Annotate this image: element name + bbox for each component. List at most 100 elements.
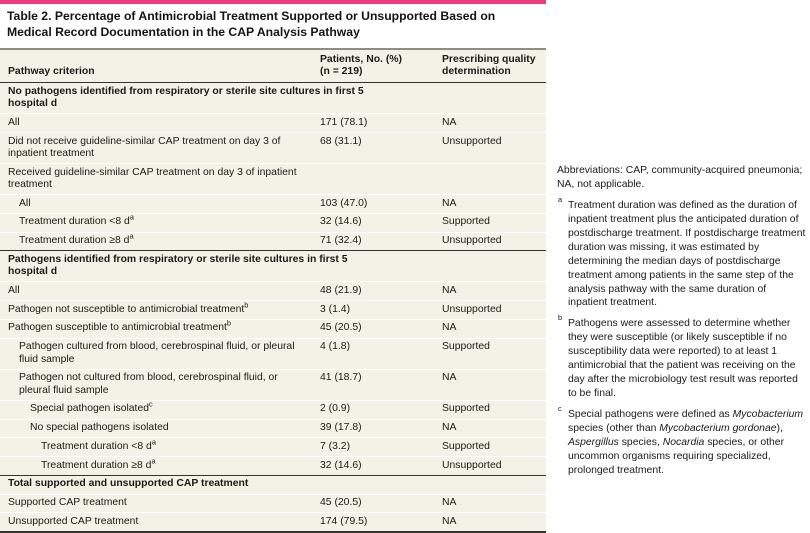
column-header-patients: Patients, No. (%) (n = 219)	[312, 50, 434, 83]
patients-value-cell: 3 (1.4)	[320, 303, 351, 315]
table-row: No special pathogens isolated 39 (17.8) NA	[0, 418, 546, 438]
patients-value-cell: 45 (20.5)	[320, 322, 362, 334]
patients-value-cell: 41 (18.7)	[320, 372, 362, 384]
pathway-criterion-cell: Received guideline-similar CAP treatment…	[8, 166, 297, 190]
determination-cell: Supported	[442, 216, 490, 228]
pathway-criterion-cell: All	[8, 116, 20, 128]
pathway-criterion-cell: All	[8, 284, 20, 296]
footnote-marker: b	[244, 300, 249, 310]
column-header-patients-line2: (n = 219)	[320, 65, 363, 77]
pathway-criterion-cell: Pathogen cultured from blood, cerebrospi…	[19, 341, 295, 365]
footnote-marker: a	[151, 437, 156, 447]
determination-cell: Supported	[442, 403, 490, 415]
pathway-criterion-cell: Unsupported CAP treatment	[8, 515, 139, 527]
accent-bar	[0, 0, 546, 4]
table-row: All 171 (78.1) NA	[0, 113, 546, 133]
footnote-b: b Pathogens were assessed to determine wh…	[558, 313, 798, 400]
column-header-pathway-criterion: Pathway criterion	[8, 65, 95, 77]
pathway-criterion-cell: No special pathogens isolated	[30, 422, 169, 434]
section-header-row: Pathogens identified from respiratory or…	[0, 250, 546, 282]
column-header-patients-line1: Patients, No. (%)	[320, 53, 402, 65]
column-header-determination-line1: Prescribing quality	[442, 53, 536, 65]
page-title: Table 2. Percentage of Antimicrobial Tre…	[7, 9, 496, 39]
patients-value-cell: 103 (47.0)	[320, 197, 368, 209]
patients-value-cell: 174 (79.5)	[320, 515, 368, 527]
determination-cell: NA	[442, 372, 457, 384]
patients-value-cell: 32 (14.6)	[320, 216, 362, 228]
patients-value-cell: 32 (14.6)	[320, 459, 362, 471]
table-row: All 48 (21.9) NA	[0, 281, 546, 301]
pathway-criterion-cell: Total supported and unsupported CAP trea…	[8, 478, 249, 490]
patients-value-cell: 7 (3.2)	[320, 440, 351, 452]
table-body: No pathogens identified from respiratory…	[0, 83, 546, 532]
patients-value-cell: 39 (17.8)	[320, 422, 362, 434]
patients-value-cell: 45 (20.5)	[320, 497, 362, 509]
determination-cell: NA	[442, 197, 457, 209]
pathway-criterion-cell: Pathogens identified from respiratory or…	[8, 253, 348, 278]
table-row: Pathogen cultured from blood, cerebrospi…	[0, 337, 546, 369]
table-row: Pathogen not susceptible to antimicrobia…	[0, 300, 546, 319]
patients-value-cell: 48 (21.9)	[320, 284, 362, 296]
table-header-row: Pathway criterion Patients, No. (%) (n =…	[0, 47, 546, 84]
pathway-criterion-cell: Treatment duration <8 da	[19, 212, 134, 228]
determination-cell: Unsupported	[442, 235, 502, 247]
footnote-marker: a	[129, 231, 134, 241]
pathway-criterion-cell: All	[19, 197, 31, 209]
determination-cell: Unsupported	[442, 135, 502, 147]
footnote-panel: Abbreviations: CAP, community-acquired p…	[557, 164, 807, 478]
abbreviations-text: Abbreviations: CAP, community-acquired p…	[557, 165, 803, 190]
patients-value-cell: 4 (1.8)	[320, 341, 351, 353]
footnotes: a Treatment duration was defined as the d…	[557, 194, 807, 478]
pathway-criterion-cell: Treatment duration <8 da	[41, 437, 156, 452]
determination-cell: NA	[442, 116, 457, 128]
determination-cell: NA	[442, 497, 457, 509]
footnote-marker: a	[151, 456, 156, 466]
pathway-criterion-cell: Pathogen not cultured from blood, cerebr…	[19, 372, 278, 396]
determination-cell	[434, 164, 546, 194]
table-row: Treatment duration <8 da 7 (3.2) Supported	[0, 437, 546, 457]
footnote-c: c Special pathogens were defined as Mycob…	[558, 404, 804, 476]
table-row: Supported CAP treatment 45 (20.5) NA	[0, 493, 546, 513]
pathway-criterion-cell: Did not receive guideline-similar CAP tr…	[8, 135, 281, 159]
pathway-criterion-cell: Pathogen susceptible to antimicrobial tr…	[8, 319, 232, 334]
column-header-determination: Prescribing quality determination	[434, 50, 546, 83]
footnote-a: a Treatment duration was defined as the d…	[558, 194, 806, 309]
footnote-marker: a	[129, 212, 134, 222]
data-table: Pathway criterion Patients, No. (%) (n =…	[0, 47, 546, 533]
column-header-determination-line2: determination	[442, 65, 511, 77]
table-row: Pathogen not cultured from blood, cerebr…	[0, 368, 546, 400]
pathway-criterion-cell: Treatment duration ≥8 da	[19, 231, 134, 247]
patients-value-cell: 68 (31.1)	[320, 135, 362, 147]
table-row: Treatment duration ≥8 da 32 (14.6) Unsuppo…	[0, 456, 546, 475]
determination-cell: NA	[442, 284, 457, 296]
pathway-criterion-cell: Special pathogen isolatedc	[30, 399, 153, 415]
table-row: Received guideline-similar CAP treatment…	[0, 163, 546, 195]
determination-cell: Supported	[442, 440, 490, 452]
determination-cell: Supported	[442, 341, 490, 353]
pathway-criterion-cell: No pathogens identified from respiratory…	[8, 85, 364, 110]
table-row: All 103 (47.0) NA	[0, 194, 546, 213]
determination-cell: NA	[442, 322, 457, 334]
table-row: Special pathogen isolatedc 2 (0.9) Support…	[0, 399, 546, 419]
pathway-criterion-cell: Pathogen not susceptible to antimicrobia…	[8, 300, 249, 315]
table-row: Did not receive guideline-similar CAP tr…	[0, 132, 546, 164]
table-row: Unsupported CAP treatment 174 (79.5) NA	[0, 512, 546, 532]
determination-cell: Unsupported	[442, 459, 502, 471]
table-row: Treatment duration <8 da 32 (14.6) Support…	[0, 212, 546, 232]
table-panel: Table 2. Percentage of Antimicrobial Tre…	[0, 0, 546, 533]
determination-cell: Unsupported	[442, 303, 502, 315]
patients-value-cell: 2 (0.9)	[320, 403, 351, 415]
patients-value-cell: 171 (78.1)	[320, 116, 368, 128]
patients-value-cell	[312, 164, 434, 194]
patients-value-cell: 71 (32.4)	[320, 235, 362, 247]
pathway-criterion-cell: Treatment duration ≥8 da	[41, 456, 156, 471]
pathway-criterion-cell: Supported CAP treatment	[8, 497, 127, 509]
table-row: Pathogen susceptible to antimicrobial tr…	[0, 318, 546, 338]
section-header-row: No pathogens identified from respiratory…	[0, 83, 546, 114]
determination-cell: NA	[442, 515, 457, 527]
table-row: Treatment duration ≥8 da 71 (32.4) Unsuppo…	[0, 231, 546, 251]
determination-cell: NA	[442, 422, 457, 434]
section-header-row: Total supported and unsupported CAP trea…	[0, 474, 546, 494]
footnote-marker: c	[149, 399, 153, 409]
footnote-marker: b	[226, 319, 232, 328]
